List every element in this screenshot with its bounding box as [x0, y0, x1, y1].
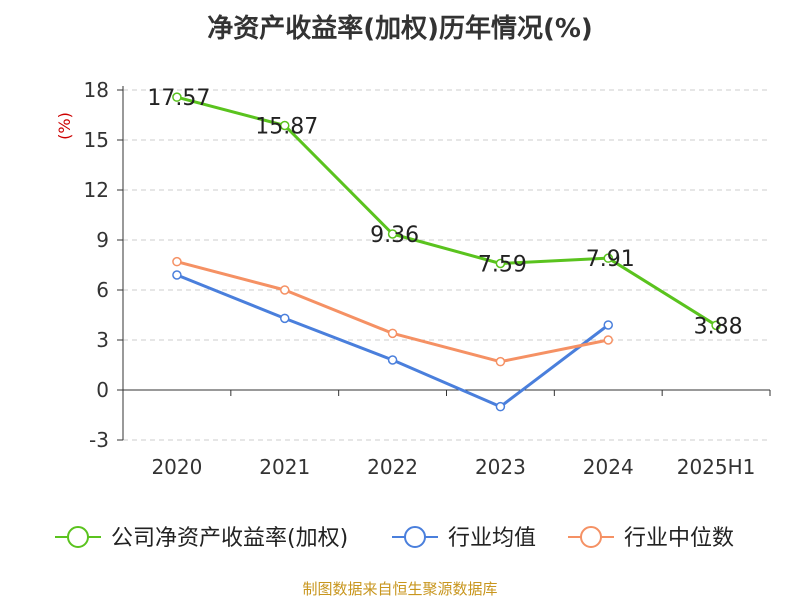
data-point — [603, 335, 613, 345]
data-point — [495, 401, 506, 412]
series-line — [176, 273, 610, 409]
data-point — [172, 256, 182, 267]
data-label: 9.36 — [370, 223, 419, 248]
data-label: 17.57 — [147, 86, 210, 111]
axes: -3 0 3 6 9 12 15 18 2020 2021 2022 2023 2024 2025H1 (%… — [55, 78, 771, 479]
data-label: 3.88 — [694, 314, 743, 339]
legend-label: 行业均值 — [448, 526, 536, 551]
y-axis-label: (%) — [55, 112, 74, 140]
series-lines — [172, 92, 721, 412]
y-tick-label: 18 — [84, 78, 109, 102]
data-label: 7.59 — [478, 253, 527, 278]
data-point — [495, 258, 506, 269]
data-point — [280, 120, 290, 131]
data-point — [603, 320, 613, 330]
data-point — [387, 328, 398, 339]
y-tick-label: 9 — [96, 228, 109, 252]
data-point — [387, 229, 398, 239]
chart-title: 净资产收益率(加权)历年情况(%) — [207, 14, 593, 44]
y-tick-label: 3 — [96, 328, 109, 352]
series-line — [176, 260, 609, 364]
data-point — [280, 313, 290, 324]
x-tick-label: 2023 — [475, 455, 526, 479]
data-point — [495, 356, 506, 367]
data-point — [280, 285, 290, 295]
legend-label: 公司净资产收益率(加权) — [111, 526, 348, 551]
legend-marker — [580, 526, 602, 548]
data-point — [172, 92, 182, 102]
y-tick-label: 15 — [84, 128, 109, 152]
legend-marker — [404, 526, 426, 548]
x-tick-label: 2021 — [259, 455, 310, 479]
series-line — [176, 95, 717, 327]
source-note: 制图数据来自恒生聚源数据库 — [302, 580, 498, 598]
legend-label: 行业中位数 — [624, 526, 734, 551]
data-point — [603, 253, 613, 263]
x-tick-label: 2020 — [151, 455, 202, 479]
data-point — [711, 320, 721, 331]
data-labels: 17.57 15.87 9.36 7.59 7.91 3.88 — [147, 86, 742, 339]
y-tick-label: 6 — [96, 278, 109, 302]
y-tick-label: 12 — [84, 178, 109, 202]
x-tick-label: 2022 — [367, 455, 418, 479]
legend-marker — [67, 526, 89, 548]
data-point — [172, 270, 182, 280]
x-tick-label: 2025H1 — [677, 455, 756, 479]
data-label: 15.87 — [255, 115, 318, 140]
legend: 公司净资产收益率(加权) 行业均值 行业中位数 — [55, 526, 734, 551]
x-tick-label: 2024 — [583, 455, 634, 479]
data-label: 7.91 — [586, 247, 635, 272]
grid-lines — [123, 89, 770, 441]
y-tick-label: 0 — [96, 378, 109, 402]
y-tick-label: -3 — [89, 428, 109, 452]
data-point — [387, 355, 398, 365]
